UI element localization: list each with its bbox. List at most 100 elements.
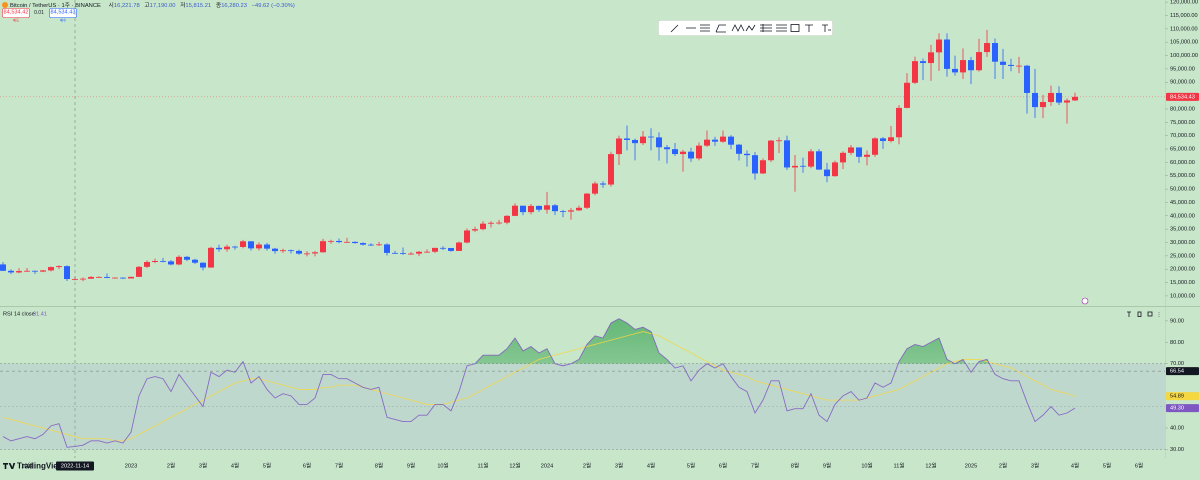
y-tick-label: 55,000.00: [1170, 173, 1195, 179]
candle-body: [904, 82, 910, 108]
candle-body: [440, 247, 446, 249]
candle-body: [320, 241, 326, 253]
y-tick-label: 70,000.00: [1170, 133, 1195, 139]
indicator-badge[interactable]: [1081, 297, 1089, 305]
rsi-legend-value: 31.41: [33, 311, 47, 317]
candle-body: [688, 151, 694, 159]
candle-body: [80, 278, 86, 280]
candle-body: [88, 276, 94, 279]
rectangle-tool[interactable]: [790, 24, 800, 32]
sell-button[interactable]: [2, 8, 30, 18]
gann-tool[interactable]: [760, 24, 772, 32]
candle-body: [944, 39, 950, 69]
y-tick-label: 120,000.00: [1170, 0, 1198, 6]
y-tick-label: 60,000.00: [1170, 160, 1195, 166]
candle-body: [264, 244, 270, 249]
x-tick-label: 2024: [541, 463, 553, 469]
branding: TradingView: [3, 461, 65, 470]
candle-body: [824, 169, 830, 177]
candle-body: [632, 139, 638, 144]
candle-body: [40, 270, 46, 272]
elliott-tool[interactable]: [745, 24, 756, 32]
rsi-overbought-fill: [3, 318, 1075, 364]
candle-body: [256, 244, 262, 249]
candle-body: [896, 107, 902, 138]
buy-button[interactable]: [49, 8, 77, 18]
candle-body: [200, 262, 206, 268]
x-tick-label: 12월: [925, 461, 936, 469]
candle-body: [368, 244, 374, 246]
candle-body: [992, 42, 998, 62]
x-tick-label: 11월: [478, 461, 489, 469]
x-tick-label: 3월: [1031, 461, 1039, 469]
symbol-title: Bitcoin / TetherUS · 1주 · BINANCE: [10, 2, 101, 9]
x-tick-label: 5월: [263, 461, 271, 469]
pane-collapse[interactable]: [1127, 311, 1131, 317]
candle-body: [872, 138, 878, 155]
candle-body: [64, 266, 70, 280]
candle-body: [784, 140, 790, 168]
candle-body: [96, 276, 102, 278]
candle-body: [880, 138, 886, 142]
candle-body: [936, 39, 942, 53]
candle-body: [0, 264, 6, 271]
text-note-tool[interactable]: [822, 24, 831, 32]
candle-body: [680, 151, 686, 155]
candle-body: [912, 61, 918, 83]
high-label: 고: [144, 2, 150, 9]
candle-body: [480, 223, 486, 230]
candle-body: [592, 183, 598, 194]
candle-body: [56, 266, 62, 268]
pane-delete[interactable]: [1137, 311, 1142, 317]
pattern-tool[interactable]: [731, 24, 745, 32]
candle-body: [960, 60, 966, 73]
y-tick-label: 100,000.00: [1170, 53, 1198, 59]
candle-body: [504, 215, 510, 223]
y-tick-label: 30,000.00: [1170, 240, 1195, 246]
branding-logo: [3, 463, 16, 469]
y-tick-label: 80.00: [1170, 340, 1184, 346]
y-tick-label: 10,000.00: [1170, 293, 1195, 299]
x-tick-label: 5월: [1103, 461, 1111, 469]
candle-body: [248, 241, 254, 249]
candle-body: [856, 147, 862, 157]
candle-body: [152, 260, 158, 263]
text-tool[interactable]: [805, 24, 813, 32]
candle-body: [832, 162, 838, 177]
branding-text: TradingView: [17, 461, 65, 470]
x-tick-label: 2월: [167, 461, 175, 469]
fib-tool[interactable]: [715, 24, 726, 33]
pane-maximize[interactable]: [1147, 311, 1153, 317]
candle-body: [136, 266, 142, 277]
y-tick-label: 90.00: [1170, 318, 1184, 324]
x-tick-label: 4월: [1071, 461, 1079, 469]
candle-body: [1000, 61, 1006, 65]
y-tick-label: 70.00: [1170, 361, 1184, 367]
x-tick-label: 11월: [894, 461, 905, 469]
low-label: 저: [180, 1, 185, 9]
candle-body: [408, 253, 414, 255]
candle-body: [280, 250, 286, 252]
x-tick-label: 12월: [509, 461, 520, 469]
y-tick-label: 45,000.00: [1170, 200, 1195, 206]
candle-body: [840, 152, 846, 163]
candle-body: [952, 68, 958, 73]
trend-line-tool[interactable]: [670, 24, 679, 33]
parallel-channel-tool[interactable]: [700, 24, 710, 32]
candle-body: [192, 259, 198, 263]
drawing-toolbar: [658, 20, 833, 36]
candle-body: [984, 42, 990, 53]
candle-body: [360, 243, 366, 245]
fib-channel-tool[interactable]: [776, 24, 787, 32]
candle-body: [808, 151, 814, 167]
x-tick-label: 10월: [861, 461, 872, 469]
buy-price[interactable]: 84,534.43: [51, 9, 76, 15]
candle-body: [400, 253, 406, 254]
candle-body: [160, 260, 166, 262]
candle-body: [336, 240, 342, 243]
candle-body: [1056, 92, 1062, 103]
candle-body: [16, 271, 22, 273]
symbol-legend: Bitcoin / TetherUS · 1주 · BINANCE 시16,22…: [10, 1, 295, 9]
sell-price[interactable]: 84,534.42: [4, 9, 29, 15]
